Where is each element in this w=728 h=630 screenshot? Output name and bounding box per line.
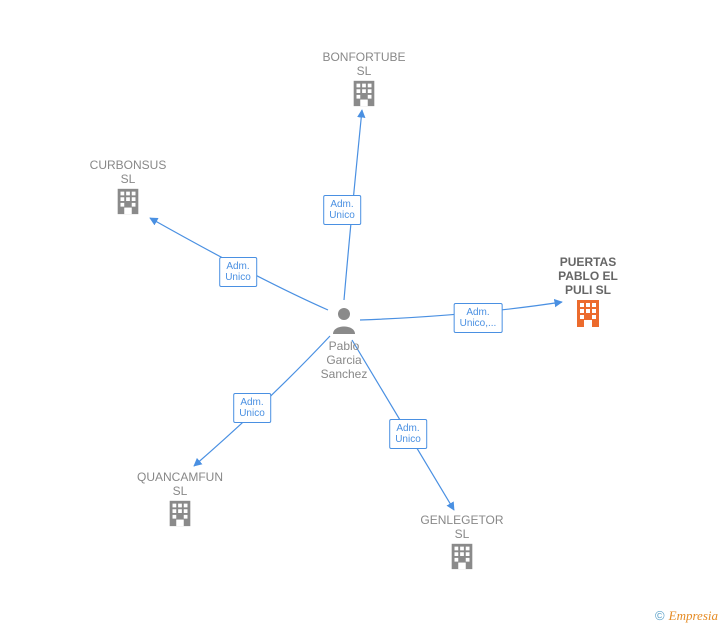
building-icon <box>447 541 477 576</box>
building-icon <box>349 78 379 113</box>
edge-label-puertas[interactable]: Adm. Unico,... <box>454 303 503 333</box>
watermark: © Empresia <box>655 608 718 624</box>
company-label: QUANCAMFUN SL <box>135 470 225 498</box>
company-node-bonfortube[interactable]: BONFORTUBE SL <box>319 50 409 113</box>
building-icon <box>572 297 604 334</box>
company-label: GENLEGETOR SL <box>417 513 507 541</box>
building-icon <box>113 186 143 221</box>
person-icon <box>331 306 357 339</box>
edge-label-quancamfun[interactable]: Adm. Unico <box>233 393 271 423</box>
edge-label-genlegetor[interactable]: Adm. Unico <box>389 419 427 449</box>
person-label: Pablo Garcia Sanchez <box>314 339 374 381</box>
company-label: PUERTAS PABLO EL PULI SL <box>543 255 633 297</box>
company-label: CURBONSUS SL <box>83 158 173 186</box>
edge-label-bonfortube[interactable]: Adm. Unico <box>323 195 361 225</box>
company-node-quancamfun[interactable]: QUANCAMFUN SL <box>135 470 225 533</box>
company-label: BONFORTUBE SL <box>319 50 409 78</box>
company-node-genlegetor[interactable]: GENLEGETOR SL <box>417 513 507 576</box>
company-node-curbonsus[interactable]: CURBONSUS SL <box>83 158 173 221</box>
diagram-canvas: Pablo Garcia Sanchez BONFORTUBE SL CURBO… <box>0 0 728 630</box>
building-icon <box>165 498 195 533</box>
company-node-puertas[interactable]: PUERTAS PABLO EL PULI SL <box>543 255 633 334</box>
brand-name: Empresia <box>669 608 718 623</box>
edge-label-curbonsus[interactable]: Adm. Unico <box>219 257 257 287</box>
person-node[interactable]: Pablo Garcia Sanchez <box>314 306 374 381</box>
copyright-symbol: © <box>655 608 665 623</box>
